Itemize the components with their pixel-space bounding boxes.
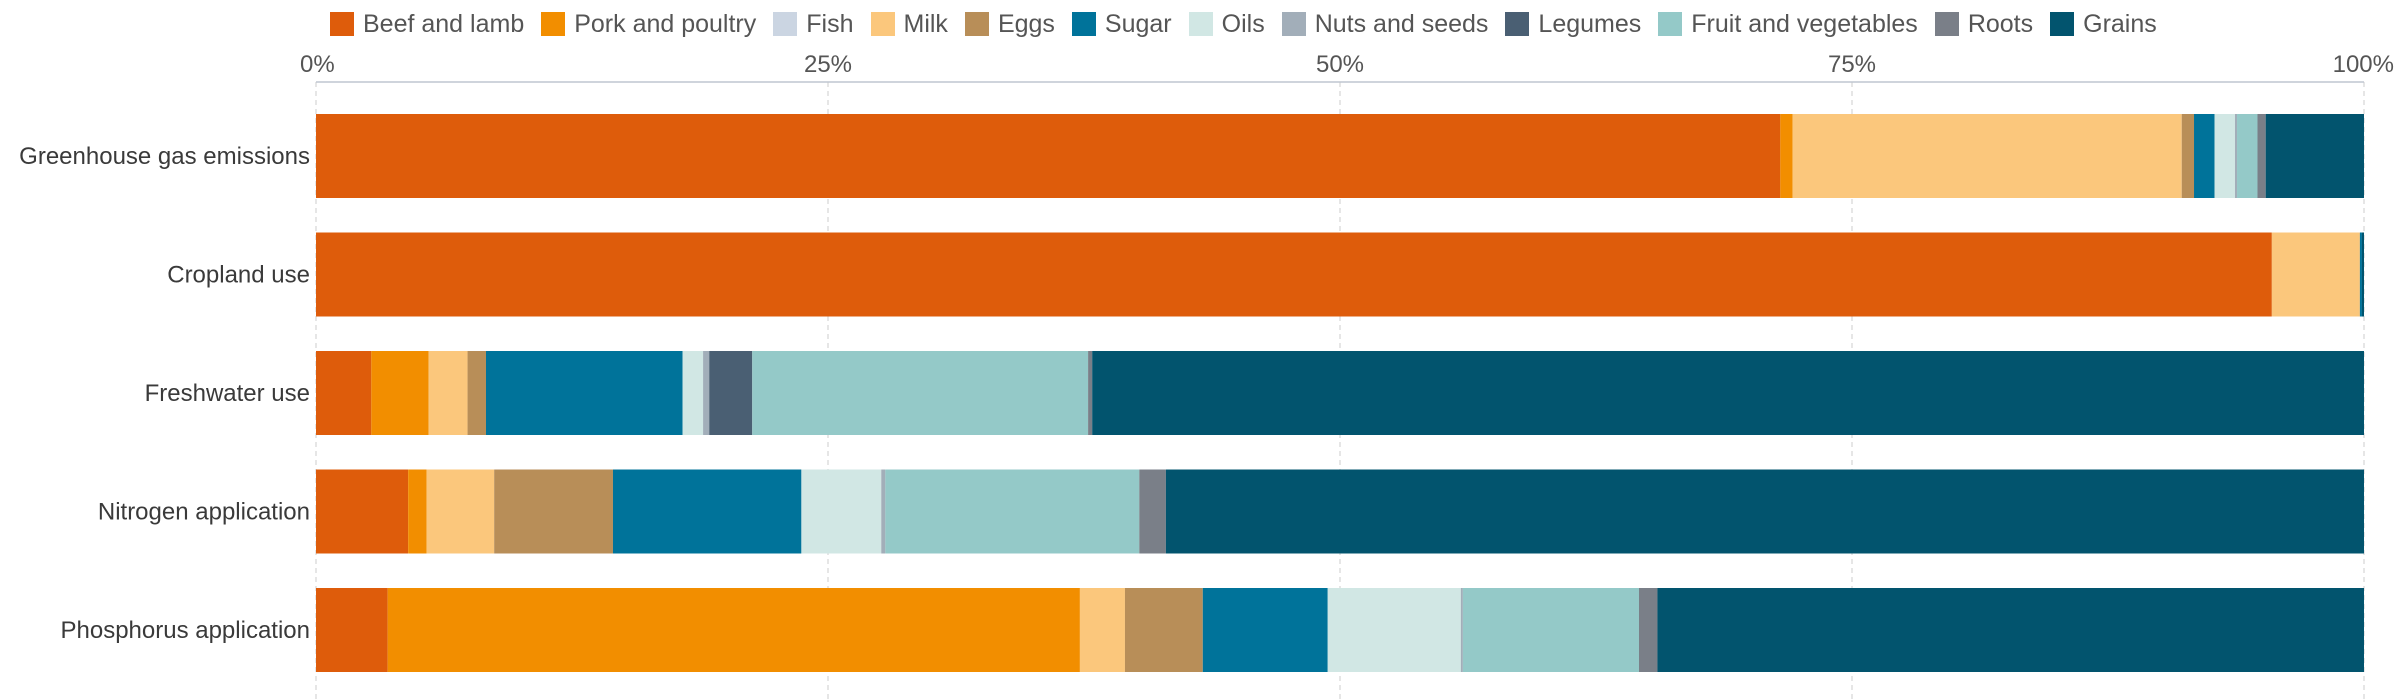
bar-segment — [1079, 588, 1125, 672]
legend-swatch — [1188, 12, 1213, 36]
bar-segment — [2257, 114, 2266, 198]
bar-segment — [1327, 588, 1461, 672]
bar-segment — [612, 469, 802, 554]
category-label: Phosphorus application — [60, 617, 310, 644]
x-tick-label: 100% — [2333, 51, 2394, 78]
bar-segment — [467, 351, 486, 435]
legend-label: Sugar — [1104, 9, 1172, 38]
legend-label: Eggs — [997, 9, 1055, 38]
legend-swatch — [1505, 12, 1530, 36]
bar-segment — [801, 469, 882, 554]
legend-label: Roots — [1967, 9, 2034, 38]
bar-segment — [426, 469, 495, 554]
legend-swatch — [541, 12, 566, 36]
x-tick-label: 25% — [804, 51, 852, 78]
category-label: Freshwater use — [145, 380, 310, 407]
bar-segment — [1460, 588, 1463, 672]
bar-segment — [371, 351, 429, 435]
bar-segment — [316, 232, 2272, 317]
legend-label: Beef and lamb — [363, 9, 525, 38]
legend-swatch — [870, 12, 895, 36]
bar-segment — [1165, 469, 2364, 554]
legend-item[interactable]: Fish — [773, 9, 854, 39]
legend-item[interactable]: Legumes — [1505, 10, 1641, 39]
legend-label: Grains — [2083, 9, 2157, 38]
category-label: Nitrogen application — [98, 499, 310, 526]
legend-label: Oils — [1221, 9, 1265, 38]
category-label: Cropland use — [167, 262, 310, 289]
bar-segment — [2361, 232, 2364, 317]
bar-segment — [316, 469, 409, 554]
bar-segment — [485, 351, 683, 435]
legend-item[interactable]: Nuts and seeds — [1281, 9, 1489, 39]
legend-item[interactable]: Pork and poultry — [541, 10, 756, 39]
bar-segment — [752, 351, 1089, 435]
x-tick-label: 75% — [1828, 51, 1876, 78]
legend-label: Fruit and vegetables — [1691, 9, 1918, 38]
bar-segment — [1657, 588, 2364, 672]
legend-item[interactable]: Roots — [1934, 9, 2034, 39]
legend-swatch — [1658, 12, 1683, 36]
bar-segment — [316, 588, 388, 672]
bar-segment — [316, 351, 372, 435]
bar-segment — [1202, 588, 1328, 672]
bar-segment — [1639, 588, 1658, 672]
legend-item[interactable]: Sugar — [1071, 9, 1172, 39]
chart-legend: Beef and lamb Pork and poultry Fish Milk Egg… — [330, 6, 2174, 42]
legend-swatch — [1071, 12, 1096, 36]
legend-swatch — [1934, 12, 1959, 36]
bar-segment — [408, 469, 427, 554]
bar-segment — [2237, 114, 2258, 198]
bar-segment — [2359, 232, 2362, 317]
bar-segment — [682, 351, 704, 435]
bar-segment — [494, 469, 613, 554]
bar-segment — [2271, 232, 2360, 317]
bar-segment — [316, 114, 1781, 198]
legend-swatch — [330, 12, 354, 36]
legend-swatch — [1281, 12, 1306, 36]
legend-item[interactable]: Fruit and vegetables — [1658, 10, 1918, 39]
bar-segment — [2214, 114, 2235, 198]
bar-segment — [387, 588, 1080, 672]
legend-swatch — [2050, 12, 2075, 36]
legend-swatch — [773, 12, 798, 36]
bar-segment — [885, 469, 1140, 554]
bar-segment — [1124, 588, 1203, 672]
bar-segment — [709, 351, 753, 435]
bar-segment — [1092, 351, 2364, 435]
bar-segment — [2181, 114, 2195, 198]
legend-item[interactable]: Beef and lamb — [330, 10, 524, 39]
category-label: Greenhouse gas emissions — [19, 143, 310, 170]
bar-segment — [2194, 114, 2215, 198]
bar-segment — [1780, 114, 1793, 198]
bar-segment — [1462, 588, 1640, 672]
x-tick-label: 0% — [300, 51, 335, 78]
legend-label: Nuts and seeds — [1314, 9, 1489, 38]
legend-swatch — [964, 12, 989, 36]
bar-segment — [703, 351, 710, 435]
bar-segment — [1139, 469, 1166, 554]
legend-label: Milk — [903, 9, 948, 38]
bar-segment — [2265, 114, 2364, 198]
legend-item[interactable]: Milk — [870, 9, 948, 39]
legend-label: Fish — [806, 9, 854, 38]
bar-segment — [428, 351, 468, 435]
bar-segment — [1792, 114, 2182, 198]
legend-label: Legumes — [1538, 9, 1642, 38]
x-tick-label: 50% — [1316, 51, 1364, 78]
legend-item[interactable]: Oils — [1188, 9, 1265, 39]
legend-label: Pork and poultry — [574, 9, 757, 38]
legend-item[interactable]: Eggs — [964, 9, 1055, 39]
bar-segment — [881, 469, 886, 554]
legend-item[interactable]: Grains — [2050, 10, 2157, 39]
bar-segment — [2234, 114, 2238, 198]
bar-segment — [1088, 351, 1093, 435]
